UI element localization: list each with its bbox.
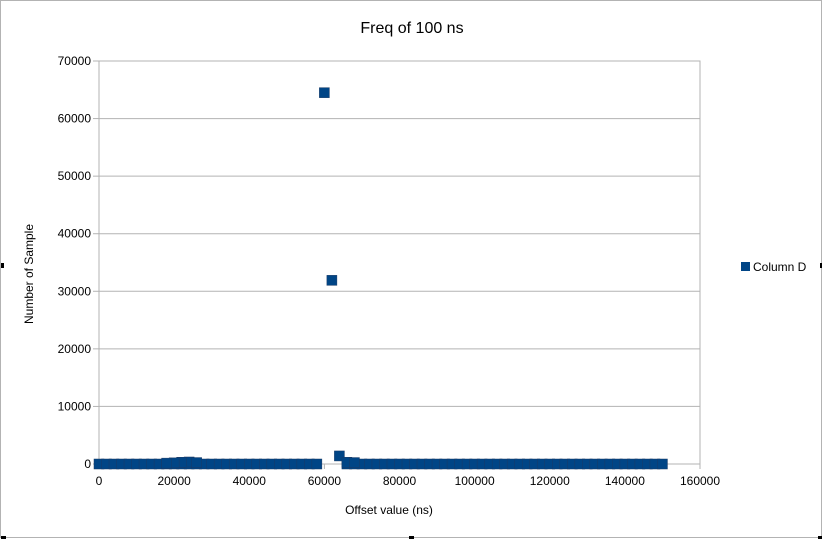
y-tick-label: 0 [84, 457, 91, 471]
data-point [657, 458, 668, 470]
data-point [191, 457, 202, 468]
data-point [319, 87, 330, 98]
y-tick-label: 40000 [58, 227, 92, 241]
data-point [311, 458, 323, 470]
y-axis-label: Number of Sample [22, 224, 36, 324]
data-point [161, 457, 172, 469]
grid-lines [93, 60, 701, 469]
y-tick-labels: 0 10000 20000 30000 40000 50000 60000 70000 [58, 54, 92, 471]
plot-area [98, 60, 701, 465]
y-tick-label: 30000 [58, 284, 92, 298]
x-tick-label: 160000 [680, 474, 720, 488]
y-tick-label: 10000 [58, 399, 92, 413]
series-points [93, 87, 668, 470]
x-tick-label: 20000 [157, 474, 191, 488]
selection-handle-left[interactable] [1, 263, 4, 268]
x-tick-label: 80000 [383, 474, 417, 488]
x-tick-label: 60000 [308, 474, 342, 488]
y-tick-label: 60000 [58, 112, 92, 126]
x-tick-label: 100000 [455, 474, 495, 488]
y-tick-label: 20000 [58, 342, 92, 356]
data-point [349, 457, 360, 468]
legend-label: Column D [753, 260, 807, 274]
x-tick-label: 40000 [233, 474, 267, 488]
data-point [326, 275, 338, 286]
selection-handle-right[interactable] [820, 263, 822, 268]
x-tick-label: 140000 [605, 474, 645, 488]
x-axis-label: Offset value (ns) [345, 503, 433, 517]
y-tick-label: 50000 [58, 169, 92, 183]
chart-title: Freq of 100 ns [360, 20, 463, 37]
x-tick-label: 120000 [530, 474, 570, 488]
data-point [334, 450, 345, 462]
legend: Column D [741, 260, 807, 274]
x-tick-labels: 0 20000 40000 60000 80000 100000 120000 140000 1… [96, 474, 721, 488]
legend-swatch [741, 262, 750, 271]
y-tick-label: 70000 [58, 54, 92, 68]
x-tick-label: 0 [96, 474, 103, 488]
